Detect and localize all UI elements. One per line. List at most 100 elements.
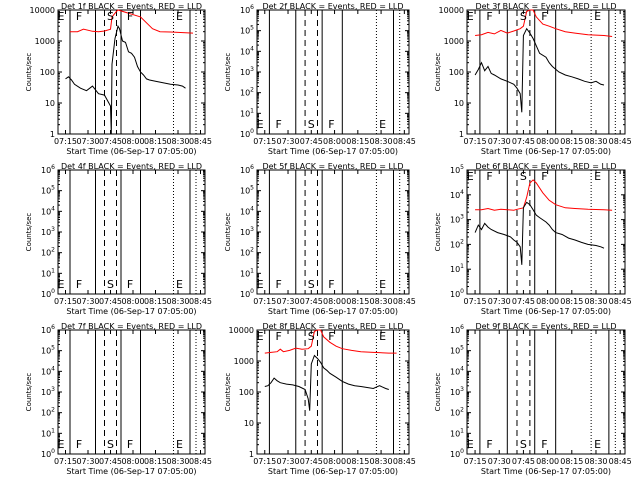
x-tick-label: 07:45 (512, 457, 535, 466)
y-tick-label: 10000 (30, 6, 55, 15)
x-tick-label: 07:30 (76, 457, 99, 466)
y-tick-label: 101 (450, 427, 464, 438)
y-tick-label: 104 (450, 365, 464, 376)
y-tick-label: 103 (450, 386, 464, 397)
y-tick-label: 106 (450, 324, 464, 335)
region-marker-label: F (486, 438, 492, 451)
region-marker-label: F (127, 438, 133, 451)
y-tick-label: 100 (239, 388, 254, 397)
x-tick-label: 07:30 (488, 457, 511, 466)
x-tick-label: 08:30 (584, 297, 607, 306)
x-tick-label: 07:15 (253, 457, 276, 466)
x-tick-label: 07:45 (99, 137, 122, 146)
y-tick-label: 10 (45, 99, 55, 108)
plot-frame (57, 9, 206, 135)
region-marker-label: E (594, 438, 601, 451)
x-tick-label: 07:45 (512, 137, 535, 146)
x-tick-label: 07:15 (54, 297, 77, 306)
x-tick-label: 08:15 (144, 297, 167, 306)
plot-frame (57, 169, 206, 295)
y-tick-label: 100 (40, 68, 55, 77)
series-events-line (65, 24, 186, 135)
x-tick-label: 08:45 (393, 457, 416, 466)
y-axis-label: Counts/sec (434, 213, 442, 252)
x-tick-label: 08:45 (393, 137, 416, 146)
panel-det-4: 100 101 102 103 104 105 106 07:15 07:30 07:45 08:0… (25, 162, 212, 316)
region-marker-label: S (308, 330, 315, 343)
x-tick-label: 08:45 (189, 297, 212, 306)
y-axis-label: Counts/sec (224, 53, 232, 92)
x-tick-label: 07:45 (512, 297, 535, 306)
y-tick-label: 101 (41, 267, 55, 278)
region-marker-label: E (58, 438, 65, 451)
y-axis-label: Counts/sec (25, 373, 33, 412)
x-axis-label: Start Time (06-Sep-17 07:05:00) (66, 467, 196, 476)
x-axis-label: Start Time (06-Sep-17 07:05:00) (268, 147, 398, 156)
series-events-line (474, 27, 605, 113)
x-tick-label: 07:15 (464, 137, 487, 146)
region-marker-label: E (257, 118, 264, 131)
y-tick-label: 100 (240, 288, 254, 299)
y-tick-label: 102 (450, 238, 464, 249)
chart-title: Det 2f BLACK = Events, RED = LLD (262, 2, 403, 11)
y-tick-label: 105 (41, 185, 55, 196)
series-lld-line (475, 9, 613, 37)
y-tick-label: 104 (450, 189, 464, 200)
region-marker-label: E (594, 10, 601, 23)
chart-title: Det 3f BLACK = Events, RED = LLD (475, 2, 616, 11)
region-marker-label: E (58, 10, 65, 23)
y-axis-label: Counts/sec (434, 53, 442, 92)
region-marker-label: F (328, 330, 334, 343)
plot-frame (466, 169, 626, 295)
y-tick-label: 105 (240, 185, 254, 196)
x-axis-label: Start Time (06-Sep-17 07:05:00) (481, 147, 611, 156)
x-tick-label: 08:15 (560, 137, 583, 146)
y-tick-label: 106 (240, 164, 254, 175)
region-marker-label: E (379, 330, 386, 343)
y-axis-label: Counts/sec (224, 213, 232, 252)
x-axis-label: Start Time (06-Sep-17 07:05:00) (481, 467, 611, 476)
plot-frame (57, 329, 206, 455)
y-axis-label: Counts/sec (25, 213, 33, 252)
y-tick-label: 105 (41, 345, 55, 356)
x-tick-label: 07:15 (464, 297, 487, 306)
y-tick-label: 102 (41, 407, 55, 418)
series-events-line (474, 201, 605, 265)
region-marker-label: F (276, 118, 282, 131)
region-marker-label: E (379, 118, 386, 131)
region-marker-label: S (107, 438, 114, 451)
y-tick-label: 104 (240, 205, 254, 216)
y-tick-label: 1000 (234, 357, 254, 366)
y-tick-label: 106 (240, 4, 254, 15)
region-marker-label: F (127, 278, 133, 291)
x-tick-label: 07:45 (99, 457, 122, 466)
x-tick-label: 07:15 (253, 137, 276, 146)
y-tick-label: 100 (41, 288, 55, 299)
x-tick-label: 07:30 (276, 137, 299, 146)
y-tick-label: 100 (449, 68, 464, 77)
x-tick-label: 07:15 (253, 297, 276, 306)
series-events-line (264, 354, 389, 411)
x-tick-label: 08:00 (121, 297, 144, 306)
x-tick-label: 08:30 (584, 137, 607, 146)
chart-title: Det 6f BLACK = Events, RED = LLD (475, 162, 616, 171)
y-tick-label: 101 (240, 107, 254, 118)
region-marker-label: F (541, 170, 547, 183)
region-marker-label: E (58, 278, 65, 291)
y-tick-label: 103 (450, 214, 464, 225)
x-axis-label: Start Time (06-Sep-17 07:05:00) (66, 147, 196, 156)
panel-det-3: 1 10 100 1000 10000 07:15 07:30 07:45 08:00 08:15… (434, 2, 632, 156)
x-tick-label: 07:15 (54, 457, 77, 466)
region-marker-label: E (176, 10, 183, 23)
y-tick-label: 102 (240, 247, 254, 258)
x-tick-label: 08:00 (121, 137, 144, 146)
series-lld-line (264, 329, 397, 354)
panel-det-5: 100 101 102 103 104 105 106 07:15 07:30 07:45 08:0… (224, 162, 416, 316)
y-tick-label: 1000 (35, 37, 55, 46)
x-tick-label: 08:00 (323, 297, 346, 306)
plot-frame (466, 329, 626, 455)
series-lld-line (70, 9, 194, 34)
x-tick-label: 08:15 (346, 137, 369, 146)
region-marker-label: F (76, 10, 82, 23)
x-tick-label: 08:45 (609, 297, 632, 306)
